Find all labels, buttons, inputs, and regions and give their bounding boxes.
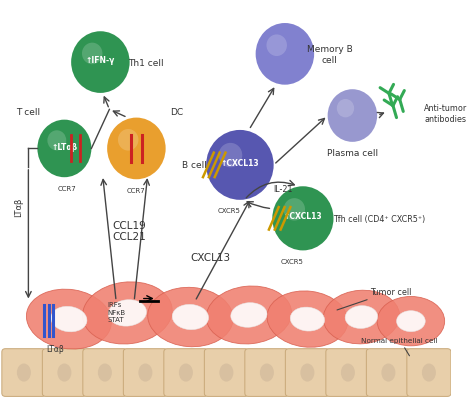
FancyBboxPatch shape xyxy=(204,349,248,396)
Text: B cell: B cell xyxy=(182,161,207,170)
Ellipse shape xyxy=(341,363,355,382)
Text: ↑CXCL13: ↑CXCL13 xyxy=(283,212,322,221)
Ellipse shape xyxy=(206,131,273,200)
Text: CCR7: CCR7 xyxy=(57,185,76,191)
Ellipse shape xyxy=(382,363,395,382)
Text: DC: DC xyxy=(170,108,183,116)
Ellipse shape xyxy=(283,199,305,221)
Text: CXCL13: CXCL13 xyxy=(191,253,231,263)
Text: T cell: T cell xyxy=(16,108,40,116)
Ellipse shape xyxy=(98,363,112,382)
FancyBboxPatch shape xyxy=(285,349,329,396)
Text: ↑LTαβ: ↑LTαβ xyxy=(51,142,77,151)
FancyBboxPatch shape xyxy=(366,349,410,396)
Ellipse shape xyxy=(260,363,274,382)
Ellipse shape xyxy=(172,305,209,330)
Ellipse shape xyxy=(422,363,436,382)
Ellipse shape xyxy=(255,24,314,85)
FancyBboxPatch shape xyxy=(326,349,370,396)
FancyBboxPatch shape xyxy=(123,349,167,396)
Text: ↑CXCL13: ↑CXCL13 xyxy=(220,158,259,167)
Ellipse shape xyxy=(51,306,87,332)
Ellipse shape xyxy=(231,303,267,328)
Text: Tumor cell: Tumor cell xyxy=(337,287,412,310)
Text: CCL19
CCL21: CCL19 CCL21 xyxy=(113,221,146,242)
Text: CCR7: CCR7 xyxy=(127,187,146,193)
Ellipse shape xyxy=(301,363,314,382)
Ellipse shape xyxy=(266,36,287,57)
Ellipse shape xyxy=(377,297,445,346)
Ellipse shape xyxy=(138,363,153,382)
Ellipse shape xyxy=(148,287,233,347)
Ellipse shape xyxy=(47,131,66,151)
FancyBboxPatch shape xyxy=(83,349,127,396)
Ellipse shape xyxy=(71,32,130,94)
Text: CXCR5: CXCR5 xyxy=(217,208,240,214)
Text: ↑IFN-γ: ↑IFN-γ xyxy=(86,56,115,65)
Ellipse shape xyxy=(37,120,91,178)
Text: Memory B
cell: Memory B cell xyxy=(307,45,353,64)
Ellipse shape xyxy=(179,363,193,382)
Ellipse shape xyxy=(345,306,378,329)
Ellipse shape xyxy=(267,291,348,347)
Ellipse shape xyxy=(27,290,111,349)
Ellipse shape xyxy=(206,286,292,344)
Text: Anti-tumor
antibodies: Anti-tumor antibodies xyxy=(424,104,468,124)
Ellipse shape xyxy=(328,90,377,142)
Ellipse shape xyxy=(397,311,425,332)
FancyBboxPatch shape xyxy=(42,349,86,396)
Text: Plasma cell: Plasma cell xyxy=(327,149,378,158)
Ellipse shape xyxy=(57,363,72,382)
Ellipse shape xyxy=(272,187,334,251)
Ellipse shape xyxy=(219,143,242,168)
Ellipse shape xyxy=(219,363,233,382)
Ellipse shape xyxy=(118,130,138,151)
FancyBboxPatch shape xyxy=(164,349,208,396)
Text: Normal epithelial cell: Normal epithelial cell xyxy=(361,337,438,356)
Text: IRFs
NFκB
STAT: IRFs NFκB STAT xyxy=(107,301,125,323)
Ellipse shape xyxy=(323,290,400,344)
Text: LTαβ: LTαβ xyxy=(46,344,64,353)
FancyBboxPatch shape xyxy=(245,349,289,396)
Text: LTαβ: LTαβ xyxy=(14,197,23,216)
Ellipse shape xyxy=(82,43,102,65)
Ellipse shape xyxy=(290,307,325,331)
FancyBboxPatch shape xyxy=(2,349,46,396)
Ellipse shape xyxy=(82,282,172,344)
Text: Th1 cell: Th1 cell xyxy=(128,58,163,67)
Ellipse shape xyxy=(337,100,354,118)
Text: Tfh cell (CD4⁺ CXCR5⁺): Tfh cell (CD4⁺ CXCR5⁺) xyxy=(333,214,426,223)
Text: IL-21: IL-21 xyxy=(273,185,292,194)
Ellipse shape xyxy=(109,300,146,326)
Ellipse shape xyxy=(107,118,165,180)
FancyBboxPatch shape xyxy=(407,349,451,396)
Ellipse shape xyxy=(17,363,31,382)
Text: CXCR5: CXCR5 xyxy=(280,258,303,264)
